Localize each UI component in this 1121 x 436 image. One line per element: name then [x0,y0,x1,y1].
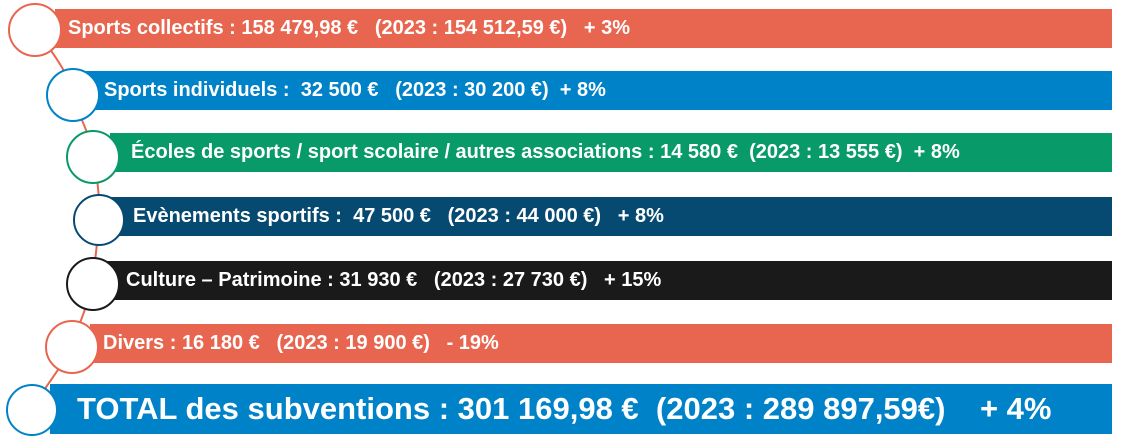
row-previous: (2023 : 19 900 €) [276,332,430,354]
row-label: Écoles de sports / sport scolaire / autr… [131,141,643,163]
total-change: + 4% [979,391,1052,426]
row-divers: Divers : 16 180 € (2023 : 19 900 €) - 19… [90,324,1112,363]
row-label: Culture – Patrimoine [126,269,322,291]
row-previous: (2023 : 13 555 €) [749,141,903,163]
row-amount: 31 930 € [339,269,418,291]
row-label: Sports individuels [104,79,278,101]
row-previous: (2023 : 30 200 €) [395,79,549,101]
row-change: + 8% [559,79,606,101]
row-marker-circle [45,320,99,374]
row-amount: 32 500 € [300,79,379,101]
row-amount: 14 580 € [660,141,738,163]
row-change: + 8% [913,141,960,163]
row-total: TOTAL des subventions : 301 169,98 € (20… [50,384,1112,434]
row-amount: 47 500 € [353,205,431,227]
total-marker-circle [6,384,58,436]
total-amount: 301 169,98 € [457,391,639,426]
row-sports-individuels: Sports individuels : 32 500 € (2023 : 30… [85,71,1112,110]
row-amount: 16 180 € [181,332,260,354]
row-previous: (2023 : 154 512,59 €) [374,17,568,39]
total-previous: (2023 : 289 897,59€) [655,391,946,426]
row-label: Sports collectifs [68,17,224,39]
row-label: Evènements sportifs [133,205,330,227]
row-label: Divers [103,332,165,354]
total-label: TOTAL des subventions [77,391,431,426]
row-change: - 19% [446,332,499,354]
row-marker-circle [46,68,100,122]
row-marker-circle [73,194,125,246]
row-ecoles-de-sports: Écoles de sports / sport scolaire / autr… [110,133,1112,172]
row-previous: (2023 : 44 000 €) [447,205,602,227]
row-marker-circle [8,3,62,57]
row-change: + 15% [604,269,662,291]
row-marker-circle [66,130,120,184]
row-amount: 158 479,98 € [241,17,359,39]
row-culture-patrimoine: Culture – Patrimoine : 31 930 € (2023 : … [98,261,1112,300]
row-previous: (2023 : 27 730 €) [433,269,588,291]
row-evenements-sportifs: Evènements sportifs : 47 500 € (2023 : 4… [108,197,1112,236]
row-change: + 3% [583,17,631,39]
row-change: + 8% [617,205,664,227]
row-marker-circle [66,257,120,311]
row-sports-collectifs: Sports collectifs : 158 479,98 € (2023 :… [55,9,1112,48]
